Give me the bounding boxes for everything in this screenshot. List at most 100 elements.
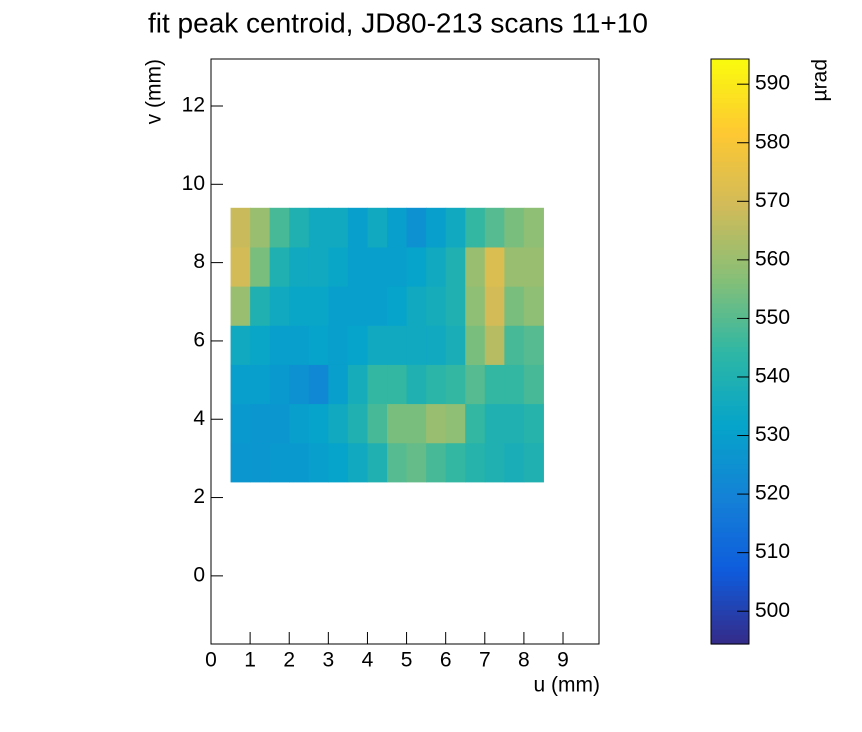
heatmap-cell	[230, 442, 251, 483]
heatmap-cell	[328, 207, 349, 248]
colorbar-segment	[711, 512, 749, 518]
colorbar-segment	[711, 414, 749, 421]
heatmap-cell	[484, 364, 505, 405]
colorbar-segment	[711, 356, 749, 362]
heatmap-cell	[289, 325, 310, 365]
colorbar-segment	[711, 390, 749, 396]
heatmap-cell	[289, 364, 310, 405]
heatmap-cell	[445, 442, 466, 483]
heatmap-cell	[347, 364, 368, 405]
colorbar-segment	[711, 483, 749, 489]
heatmap-cell	[269, 403, 290, 444]
colorbar-segment	[711, 380, 749, 387]
x-axis-label: u (mm)	[534, 674, 601, 697]
y-tick-label: 2	[193, 485, 205, 508]
colorbar-segment	[711, 176, 749, 182]
colorbar-segment	[711, 283, 749, 289]
colorbar-frame	[710, 58, 750, 645]
colorbar-tick-label: 500	[755, 599, 790, 622]
heatmap-cell	[406, 442, 427, 483]
colorbar-segment	[711, 556, 749, 562]
heatmap-cell	[347, 403, 368, 444]
colorbar-segment	[711, 366, 749, 372]
heatmap-cell	[230, 364, 251, 405]
heatmap-cell	[308, 403, 329, 444]
colorbar-segment	[711, 624, 749, 630]
colorbar-tick-label: 580	[755, 130, 790, 153]
colorbar-segment	[711, 400, 749, 406]
colorbar-segment	[711, 312, 749, 318]
x-tick-label: 5	[401, 649, 413, 672]
heatmap-cell	[523, 364, 544, 405]
y-tick-label: 4	[193, 407, 205, 430]
plot-frame	[210, 58, 600, 645]
heatmap-cell	[289, 403, 310, 444]
colorbar-segment	[711, 595, 749, 601]
colorbar-segment	[711, 639, 749, 645]
colorbar-tick-label: 540	[755, 365, 790, 388]
colorbar-segment	[711, 351, 749, 357]
colorbar-tick-label: 510	[755, 540, 790, 563]
colorbar-segment	[711, 634, 749, 640]
colorbar-segment	[711, 293, 749, 299]
heatmap-cell	[426, 403, 447, 444]
heatmap-cell	[387, 286, 408, 326]
colorbar-segment	[711, 546, 749, 552]
heatmap-cell	[465, 403, 486, 444]
heatmap-cell	[465, 325, 486, 365]
y-tick-label: 6	[193, 328, 205, 351]
colorbar-segment	[711, 502, 749, 509]
colorbar-tick-label: 520	[755, 482, 790, 505]
colorbar-segment	[711, 463, 749, 470]
colorbar-segment	[711, 619, 749, 626]
colorbar-segment	[711, 317, 749, 323]
colorbar-segment	[711, 98, 749, 104]
heatmap-cell	[426, 364, 447, 405]
colorbar-segment	[711, 239, 749, 245]
y-tick-label: 12	[182, 94, 205, 117]
heatmap-cell	[289, 286, 310, 326]
heatmap-cell	[484, 207, 505, 248]
colorbar-segment	[711, 151, 749, 158]
heatmap-cell	[504, 403, 525, 444]
colorbar-segment	[711, 536, 749, 543]
colorbar-segment	[711, 449, 749, 455]
colorbar-segment	[711, 346, 749, 353]
colorbar-segment	[711, 122, 749, 128]
colorbar-tick-label: 560	[755, 247, 790, 270]
colorbar-segment	[711, 341, 749, 348]
heatmap-cell	[387, 364, 408, 405]
colorbar-segment	[711, 570, 749, 577]
colorbar-segment	[711, 541, 749, 548]
colorbar-segment	[711, 410, 749, 416]
heatmap-cell	[230, 403, 251, 444]
colorbar-segment	[711, 229, 749, 236]
colorbar-segment	[711, 268, 749, 275]
heatmap-cell	[523, 207, 544, 248]
colorbar-segment	[711, 600, 749, 606]
x-tick-label: 6	[440, 649, 452, 672]
heatmap-cell	[250, 246, 271, 287]
colorbar-segment	[711, 219, 749, 226]
colorbar-segment	[711, 78, 749, 84]
heatmap-cell	[504, 207, 525, 248]
heatmap-cell	[426, 286, 447, 326]
colorbar-segment	[711, 302, 749, 309]
y-tick-label: 8	[193, 250, 205, 273]
heatmap-cell	[308, 325, 329, 365]
colorbar-tick-label: 570	[755, 189, 790, 212]
colorbar-segment	[711, 385, 749, 392]
heatmap-cell	[445, 403, 466, 444]
colorbar-segment	[711, 234, 749, 240]
colorbar-segment	[711, 88, 749, 94]
heatmap-cell	[289, 442, 310, 483]
colorbar-segment	[711, 468, 749, 474]
heatmap-cell	[367, 325, 388, 365]
colorbar-segment	[711, 590, 749, 596]
colorbar-segment	[711, 112, 749, 119]
heatmap-cell	[465, 207, 486, 248]
colorbar-segment	[711, 63, 749, 70]
colorbar-segment	[711, 278, 749, 284]
colorbar-segment	[711, 609, 749, 616]
heatmap-cell	[230, 246, 251, 287]
